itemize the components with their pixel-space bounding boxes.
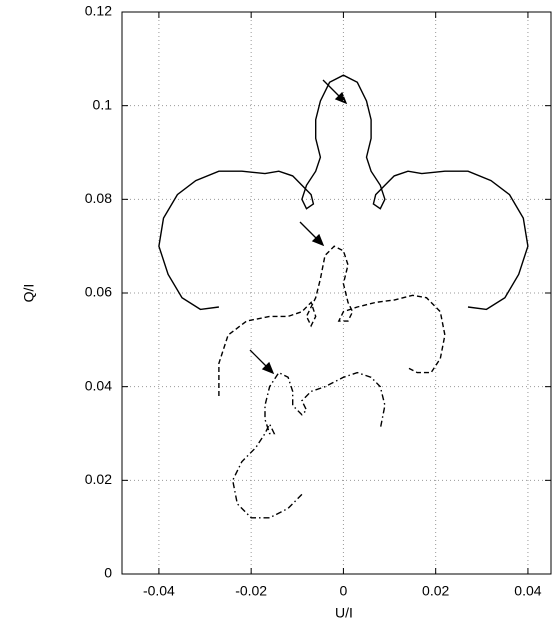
- y-tick-label: 0.08: [85, 190, 112, 206]
- y-tick-label: 0.06: [85, 284, 112, 300]
- data-line: [231, 371, 386, 519]
- data-line: [218, 245, 446, 396]
- x-tick-label: 0.04: [514, 583, 541, 599]
- x-tick-label: -0.02: [235, 583, 267, 599]
- y-tick-label: 0.1: [93, 96, 113, 112]
- y-tick-label: 0.04: [85, 377, 112, 393]
- arrow-head: [311, 233, 325, 247]
- data-line: [158, 74, 529, 311]
- x-tick-label: 0.02: [422, 583, 449, 599]
- arrow-head: [261, 361, 275, 375]
- x-axis-label: U/I: [335, 605, 353, 621]
- y-tick-label: 0: [104, 565, 112, 581]
- x-tick-label: -0.04: [143, 583, 175, 599]
- y-axis-label: Q/I: [21, 284, 37, 303]
- y-tick-label: 0.12: [85, 3, 112, 19]
- x-tick-label: 0: [340, 583, 348, 599]
- arrows: [249, 79, 348, 375]
- y-tick-label: 0.02: [85, 471, 112, 487]
- plot-frame: [121, 11, 552, 575]
